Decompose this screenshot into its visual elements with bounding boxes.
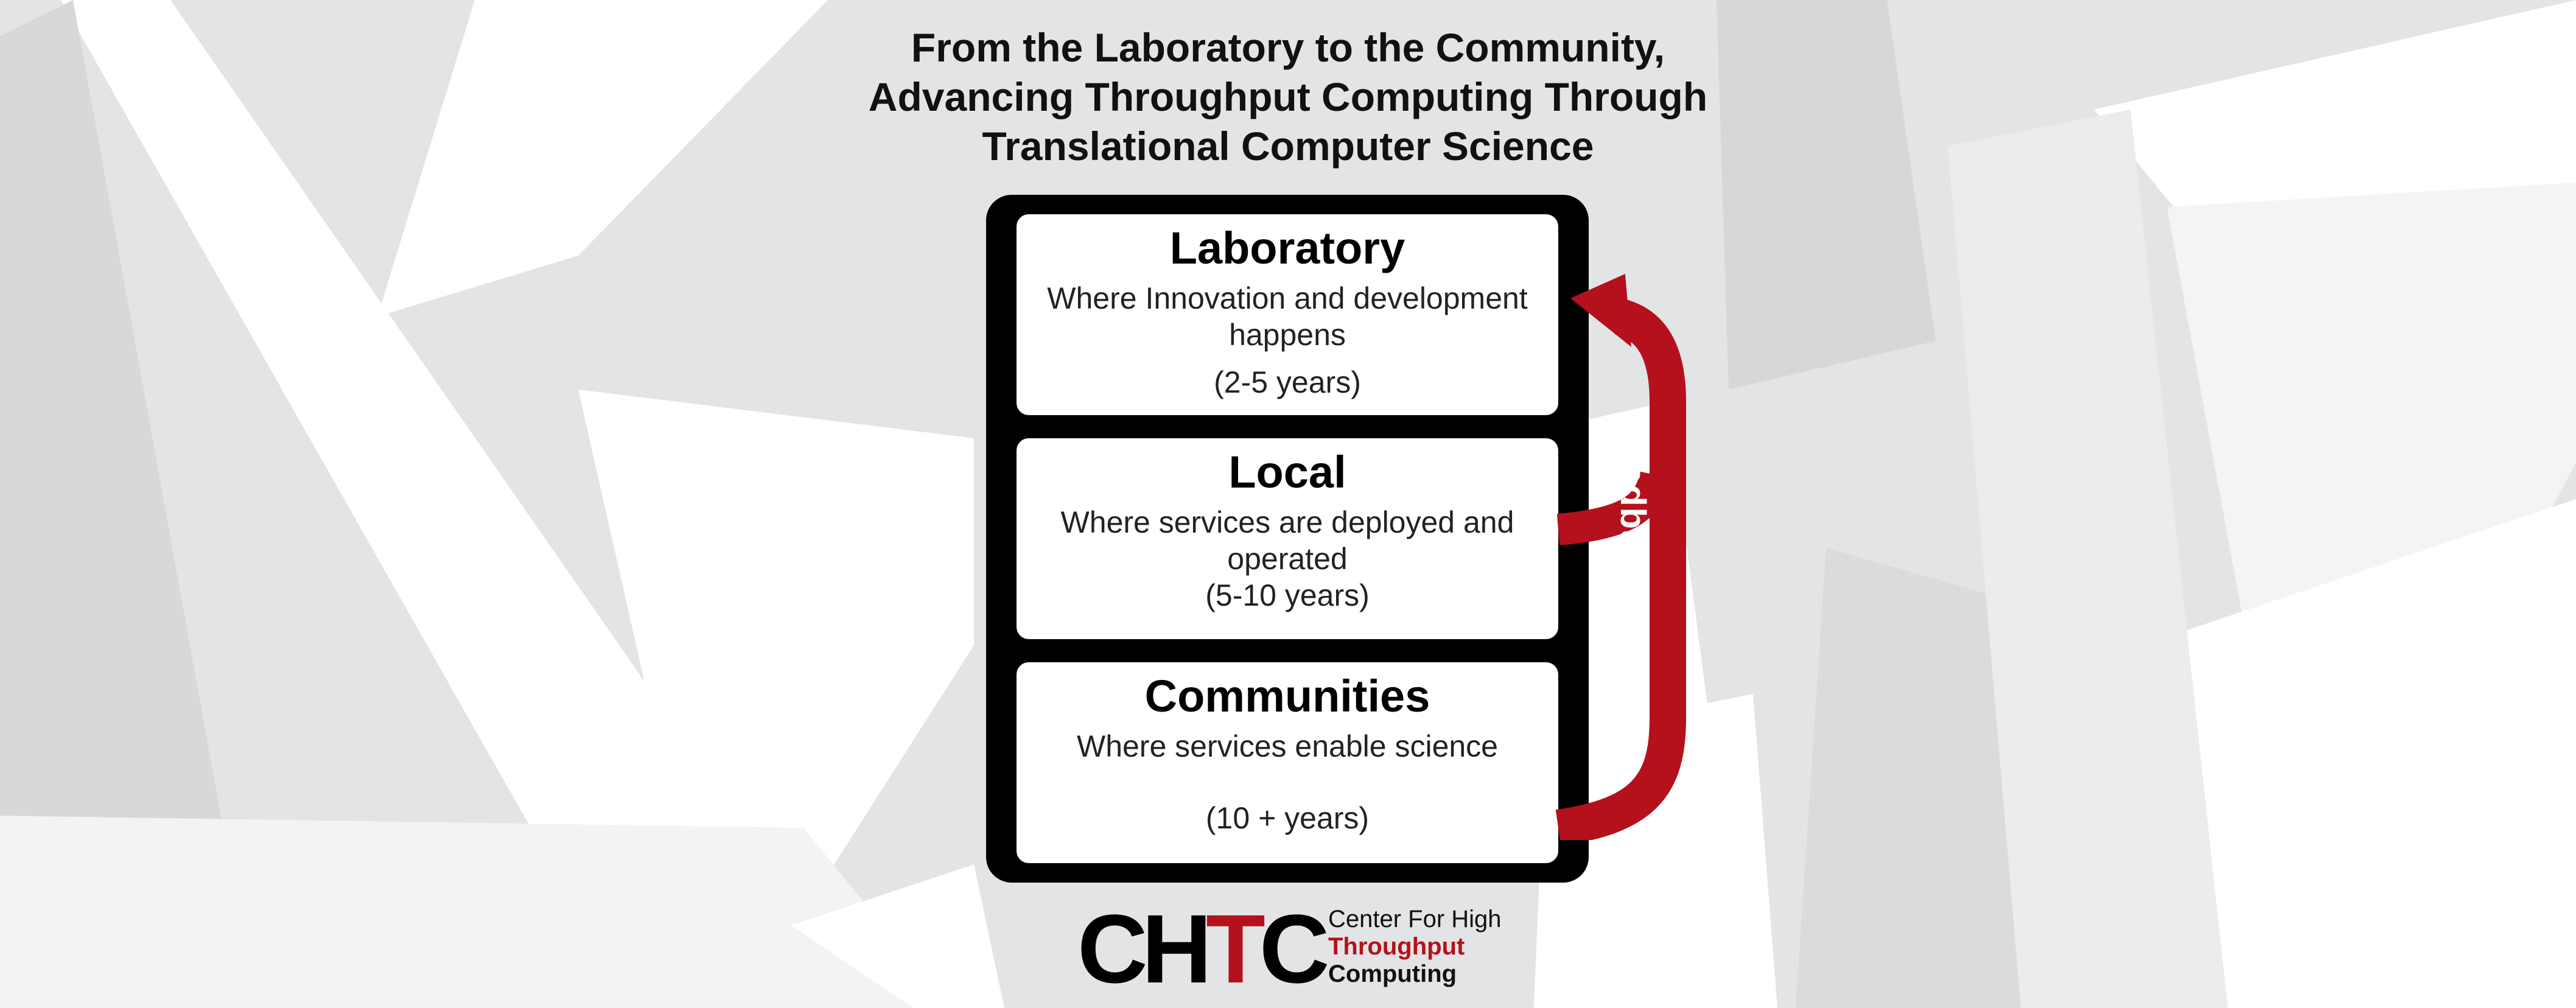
- chtc-logo-mark: CHTC: [1077, 894, 1330, 1003]
- stage-description: Where services are deployed and operated: [1060, 505, 1514, 576]
- logo-letter: H: [1141, 894, 1213, 1003]
- stage-duration: (5-10 years): [1205, 578, 1370, 612]
- stage-card-local: Local Where services are deployed and op…: [1017, 438, 1558, 639]
- logo-text-line-1: Center For High: [1328, 906, 1502, 933]
- feedback-loop-arrow: [1555, 274, 1686, 840]
- stage-duration: (10 + years): [1205, 801, 1370, 835]
- stage-card-communities: Communities Where services enable scienc…: [1017, 662, 1558, 863]
- stage-description: Where Innovation and development happens: [1047, 281, 1528, 352]
- feedback-loop-label: Feedback Loop: [1613, 420, 1653, 695]
- logo-text-line-2: Throughput: [1328, 933, 1465, 960]
- stage-title: Laboratory: [1169, 223, 1405, 273]
- logo-letter: C: [1077, 894, 1148, 1003]
- title-line-1: From the Laboratory to the Community,: [911, 25, 1665, 70]
- diagram-title: From the Laboratory to the Community, Ad…: [801, 23, 1775, 171]
- title-line-3: Translational Computer Science: [982, 124, 1594, 169]
- chtc-logo-wordmark: Center For High Throughput Computing: [1328, 906, 1502, 988]
- stage-title: Local: [1228, 447, 1346, 497]
- title-line-2: Advancing Throughput Computing Through: [868, 74, 1708, 119]
- logo-text-line-3: Computing: [1328, 961, 1457, 987]
- chtc-logo: CHTC Center For High Throughput Computin…: [1077, 894, 1503, 1003]
- stage-title: Communities: [1144, 671, 1430, 721]
- logo-letter: C: [1259, 894, 1330, 1003]
- stage-card-laboratory: Laboratory Where Innovation and developm…: [1017, 214, 1558, 415]
- stages-panel: Laboratory Where Innovation and developm…: [986, 195, 1589, 883]
- stage-duration: (2-5 years): [1214, 365, 1361, 399]
- logo-letter: T: [1206, 894, 1265, 1003]
- stage-description: Where services enable science: [1077, 729, 1498, 763]
